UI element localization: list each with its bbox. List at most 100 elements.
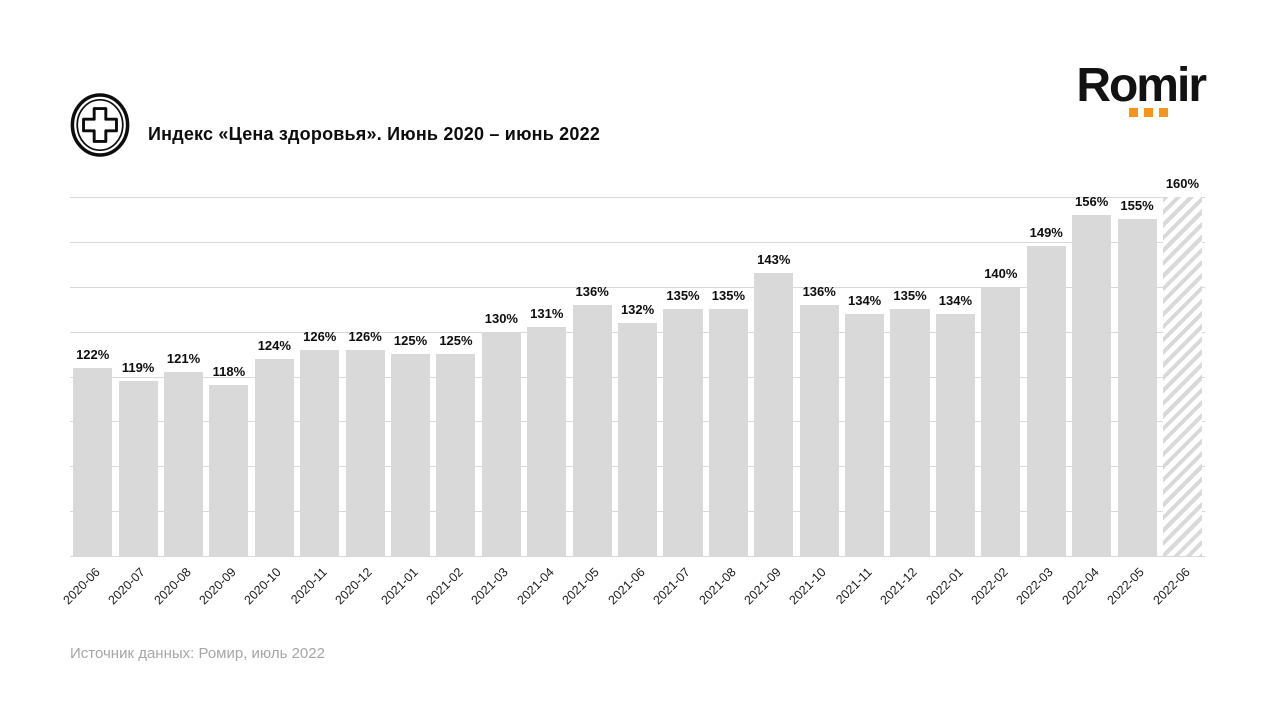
bar-column: 124% 2020-10 — [242, 197, 297, 607]
page-title: Индекс «Цена здоровья». Июнь 2020 – июнь… — [148, 124, 601, 144]
bar-2021-08 — [708, 309, 748, 556]
bar-value-label: 118% — [212, 364, 246, 380]
bar-chart: 122% 2020-06 119% 2020-07 121% 2020-08 118% 202… — [60, 176, 1205, 607]
x-tick-label: 2020-11 — [287, 565, 330, 607]
bar-value-label: 122% — [76, 346, 110, 362]
bar-column: 156% 2022-04 — [1059, 194, 1114, 607]
bar-value-label: 124% — [257, 337, 291, 353]
bar-value-label: 136% — [575, 283, 609, 299]
logo-dot — [1159, 108, 1168, 117]
gridline — [70, 556, 1205, 557]
bar-column: 126% 2020-12 — [333, 197, 387, 607]
x-tick-label: 2020-12 — [332, 565, 376, 608]
bar-value-label: 134% — [938, 292, 973, 308]
bar-2021-06 — [618, 322, 658, 556]
bar-column: 126% 2020-11 — [288, 197, 342, 607]
bar-value-label: 131% — [530, 306, 564, 322]
x-tick-label: 2021-10 — [786, 565, 830, 608]
bar-column: 132% 2021-06 — [605, 197, 660, 607]
x-tick-label: 2021-03 — [468, 565, 512, 608]
bar-2021-01 — [391, 354, 431, 556]
x-tick-label: 2022-01 — [922, 565, 966, 608]
bar-column: 125% 2021-02 — [424, 197, 478, 607]
bar-column: 135% 2021-08 — [696, 197, 751, 607]
x-tick-label: 2021-07 — [650, 565, 693, 608]
bar-column: 118% 2020-09 — [196, 197, 251, 607]
bar-column: 130% 2021-03 — [469, 197, 524, 607]
x-tick-label: 2022-02 — [968, 565, 1011, 608]
bar-value-label: 126% — [303, 328, 337, 344]
bar-column: 134% 2021-11 — [833, 197, 887, 607]
bar-2020-10 — [254, 358, 294, 556]
bar-value-label: 143% — [757, 252, 791, 268]
bar-value-label: 135% — [711, 288, 746, 304]
source-note: Источник данных: Ромир, июль 2022 — [70, 645, 325, 662]
bar-2020-06 — [73, 367, 113, 556]
bar-2021-12 — [890, 309, 930, 556]
bar-value-label: 135% — [666, 288, 700, 304]
bar-value-label: 121% — [166, 351, 201, 367]
bar-2021-03 — [481, 331, 521, 556]
x-tick-label: 2022-04 — [1059, 565, 1102, 608]
bar-2021-02 — [436, 354, 476, 556]
logo-dot — [1144, 108, 1153, 117]
bar-column: 136% 2021-05 — [560, 197, 614, 607]
bar-value-label: 140% — [984, 265, 1018, 281]
bar-value-label: 155% — [1120, 198, 1154, 214]
bar-value-label: 126% — [348, 328, 382, 344]
bar-columns: 122% 2020-06 119% 2020-07 121% 2020-08 118% 202… — [60, 176, 1205, 607]
x-tick-label: 2021-02 — [423, 565, 466, 608]
x-tick-label: 2021-06 — [605, 565, 648, 608]
x-tick-label: 2020-08 — [151, 565, 194, 608]
bar-2022-01 — [935, 313, 975, 556]
bar-2020-08 — [163, 372, 204, 556]
logo-dot — [1129, 108, 1138, 117]
bar-value-label: 130% — [484, 310, 518, 326]
x-tick-label: 2021-09 — [741, 565, 784, 608]
x-tick-label: 2020-07 — [105, 565, 149, 608]
bar-2022-04 — [1072, 214, 1112, 556]
bar-2020-09 — [209, 385, 249, 556]
bar-2021-11 — [845, 313, 885, 556]
bar-column: 155% 2022-05 — [1105, 197, 1159, 607]
x-tick-label: 2022-05 — [1104, 565, 1147, 608]
x-tick-label: 2021-12 — [877, 565, 920, 608]
bar-value-label: 149% — [1029, 225, 1063, 241]
x-tick-label: 2021-05 — [559, 565, 603, 608]
x-tick-label: 2021-08 — [695, 565, 739, 608]
bar-column: 160% 2022-06 — [1150, 176, 1205, 607]
x-tick-label: 2022-03 — [1013, 565, 1057, 608]
bar-value-label: 119% — [121, 360, 155, 375]
romir-logo-dots — [1129, 108, 1168, 117]
bar-2021-05 — [572, 304, 612, 556]
bar-value-label: 135% — [893, 288, 927, 304]
bar-column: 135% 2021-07 — [651, 197, 705, 607]
bar-value-label: 136% — [802, 283, 836, 299]
bar-column: 134% 2022-01 — [923, 197, 978, 607]
bar-2020-11 — [300, 349, 340, 556]
bar-2022-03 — [1026, 246, 1066, 556]
bar-value-label: 160% — [1165, 176, 1200, 191]
x-tick-label: 2021-01 — [378, 565, 421, 608]
bar-column: 149% 2022-03 — [1014, 197, 1069, 607]
x-tick-label: 2022-06 — [1150, 565, 1193, 608]
bar-2021-07 — [663, 309, 703, 556]
bar-column: 135% 2021-12 — [878, 197, 932, 607]
bar-2021-10 — [799, 304, 839, 556]
gridline — [70, 197, 1205, 198]
romir-logo: Romir — [1076, 59, 1207, 117]
bar-2020-07 — [118, 381, 158, 556]
bar-value-label: 134% — [847, 292, 882, 308]
bar-column: 119% 2020-07 — [106, 197, 160, 607]
x-tick-label: 2020-09 — [196, 565, 239, 608]
romir-logo-text: Romir — [1076, 59, 1207, 112]
x-tick-label: 2021-04 — [514, 565, 557, 608]
x-tick-label: 2021-11 — [832, 565, 875, 607]
bar-column: 136% 2021-10 — [787, 197, 842, 607]
bar-column: 122% 2020-06 — [60, 197, 115, 607]
x-tick-label: 2020-06 — [60, 565, 103, 608]
bar-2021-09 — [754, 273, 794, 556]
bar-2022-06 — [1162, 197, 1202, 556]
bar-2020-12 — [345, 349, 385, 556]
